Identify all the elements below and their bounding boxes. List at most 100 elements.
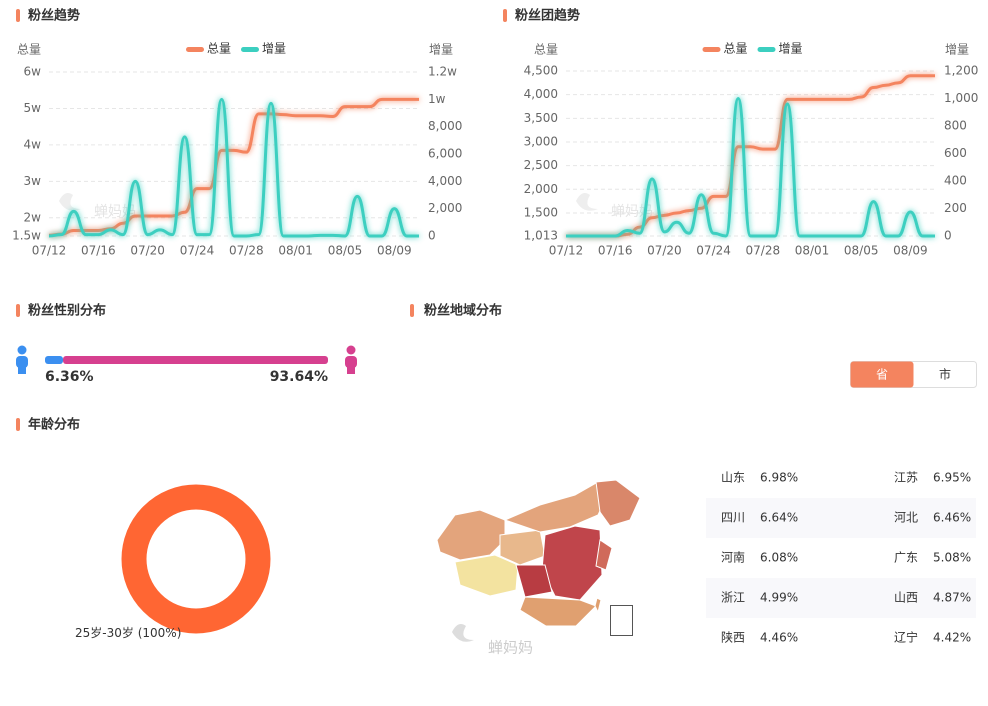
section-marker [16, 9, 20, 22]
table-cell: 山东 [721, 471, 745, 485]
gender-icon [17, 345, 27, 355]
y-tick-label: 2,500 [524, 158, 558, 172]
watermark: 蝉妈妈 [611, 204, 653, 220]
gender-icon [16, 356, 28, 368]
y2-tick-label: 6,000 [428, 147, 462, 161]
table-cell: 4.46% [760, 631, 798, 645]
table-cell: 4.87% [933, 591, 971, 605]
axis-title: 总量 [17, 43, 41, 57]
y2-tick-label: 0 [944, 229, 952, 243]
y-tick-label: 3,500 [524, 111, 558, 125]
y-tick-label: 4,500 [524, 64, 558, 78]
x-tick-label: 08/05 [844, 244, 879, 258]
axis-title: 总量 [534, 43, 558, 57]
y2-tick-label: 8,000 [428, 119, 462, 133]
gender-bar [62, 356, 328, 364]
series-line [48, 97, 419, 238]
watermark-logo [576, 193, 598, 211]
y-tick-label: 2,000 [524, 182, 558, 196]
series-line [566, 97, 935, 238]
table-cell: 6.64% [760, 511, 798, 525]
x-tick-label: 07/20 [647, 244, 682, 258]
section-title: 粉丝地域分布 [424, 303, 502, 319]
watermark-logo [452, 624, 474, 642]
x-tick-label: 08/01 [795, 244, 830, 258]
table-cell: 江苏 [894, 471, 918, 485]
legend-label: 总量 [207, 42, 231, 56]
legend-swatch [757, 47, 776, 52]
series-line [566, 74, 935, 238]
x-tick-label: 07/20 [130, 244, 165, 258]
y-tick-label: 4w [24, 137, 42, 151]
section-marker [503, 9, 507, 22]
x-tick-label: 07/12 [32, 244, 67, 258]
axis-title: 增量 [429, 43, 453, 57]
table-row-bg [706, 498, 976, 538]
tab[interactable]: 市 [939, 367, 951, 382]
watermark-logo [59, 193, 81, 211]
section-title: 粉丝性别分布 [28, 303, 106, 319]
table-cell: 6.08% [760, 551, 798, 565]
table-cell: 4.42% [933, 631, 971, 645]
y2-tick-label: 200 [944, 201, 967, 215]
x-tick-label: 08/01 [278, 244, 313, 258]
legend-swatch [186, 47, 204, 52]
section-title: 粉丝团趋势 [515, 8, 580, 24]
section-title: 年龄分布 [28, 417, 80, 433]
gender-label: 6.36% [45, 369, 94, 385]
table-cell: 四川 [721, 511, 745, 525]
tab[interactable]: 省 [876, 368, 888, 382]
x-tick-label: 07/16 [598, 244, 633, 258]
table-cell: 广东 [894, 551, 918, 565]
y2-tick-label: 1,200 [944, 64, 978, 78]
table-cell: 河南 [721, 550, 745, 565]
donut-slice [121, 484, 271, 634]
table-cell: 6.46% [933, 511, 971, 525]
table-row-bg [706, 578, 976, 618]
y2-tick-label: 400 [944, 174, 967, 188]
watermark: 蝉妈妈 [94, 204, 136, 220]
x-tick-label: 08/09 [893, 244, 928, 258]
gender-icon [347, 366, 355, 374]
table-cell: 4.99% [760, 591, 798, 605]
table-cell: 6.95% [933, 471, 971, 485]
watermark: 蝉妈妈 [488, 639, 533, 657]
x-tick-label: 07/12 [549, 244, 584, 258]
axis-title: 增量 [945, 43, 969, 57]
y-tick-label: 1,013 [524, 229, 558, 243]
y-tick-label: 2w [24, 210, 42, 224]
x-tick-label: 08/05 [328, 244, 363, 258]
table-cell: 浙江 [721, 591, 745, 605]
tab-active[interactable] [850, 361, 914, 388]
donut-label-value: (100%) [138, 626, 182, 640]
donut-label-category: 25岁-30岁 [75, 625, 134, 640]
x-tick-label: 08/09 [377, 244, 412, 258]
x-tick-label: 07/28 [229, 244, 264, 258]
legend-label: 增量 [779, 42, 803, 56]
x-tick-label: 07/28 [746, 244, 781, 258]
section-marker [16, 418, 20, 431]
section-marker [410, 304, 414, 317]
legend-swatch [702, 47, 721, 52]
y2-tick-label: 4,000 [428, 174, 462, 188]
table-cell: 6.98% [760, 471, 798, 485]
y-tick-label: 1,500 [524, 205, 558, 219]
legend-label: 增量 [262, 42, 286, 56]
table-cell: 5.08% [933, 551, 971, 565]
y2-tick-label: 2,000 [428, 201, 462, 215]
x-tick-label: 07/24 [696, 244, 731, 258]
table-cell: 陕西 [721, 630, 745, 645]
y2-tick-label: 0 [428, 229, 436, 243]
section-title: 粉丝趋势 [28, 8, 80, 24]
y-tick-label: 1.5w [12, 229, 41, 243]
y2-tick-label: 1,000 [944, 91, 978, 105]
y-tick-label: 3w [24, 174, 42, 188]
donut-label: 25岁-30岁 (100%) [75, 625, 181, 640]
gender-icon [346, 345, 356, 355]
y-tick-label: 5w [24, 101, 42, 115]
x-tick-label: 07/16 [81, 244, 116, 258]
y2-tick-label: 600 [944, 146, 967, 160]
table-cell: 辽宁 [894, 630, 918, 645]
gender-icon [18, 366, 26, 374]
